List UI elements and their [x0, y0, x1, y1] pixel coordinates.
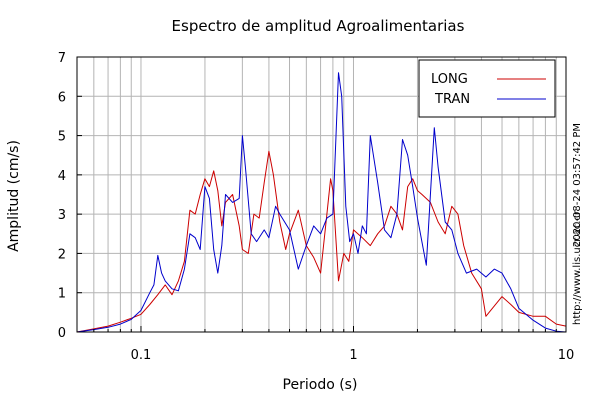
y-tick-label: 3 — [58, 208, 66, 223]
y-tick-label: 7 — [58, 51, 66, 66]
y-tick-label: 0 — [58, 326, 66, 341]
legend: LONG TRAN — [418, 59, 556, 118]
series-line-tran — [76, 72, 567, 333]
series-line-long — [76, 150, 567, 333]
y-tick-label: 6 — [58, 90, 66, 105]
timestamp-annotation: 2020-08-24 03:57:42 PM — [572, 123, 583, 247]
grid — [76, 56, 566, 333]
legend-box — [418, 59, 556, 118]
y-tick-label: 2 — [58, 247, 66, 262]
y-axis-label: Amplitud (cm/s) — [6, 140, 22, 252]
series-layer — [76, 72, 567, 333]
x-tick-label: 10 — [558, 348, 575, 363]
x-tick-labels: 0.1 1 10 — [131, 348, 575, 363]
axis-ticks — [76, 56, 557, 333]
x-tick-label: 1 — [349, 348, 357, 363]
url-annotation: http://www.lis.ucr.ac.cr — [572, 210, 583, 325]
y-tick-label: 5 — [58, 130, 66, 145]
legend-label-tran: TRAN — [434, 92, 470, 107]
x-tick-label: 0.1 — [131, 348, 152, 363]
x-axis-label: Periodo (s) — [283, 377, 358, 393]
y-tick-label: 1 — [58, 287, 66, 302]
chart-title: Espectro de amplitud Agroalimentarias — [172, 17, 465, 35]
y-tick-labels: 0 1 2 3 4 5 6 7 — [58, 51, 66, 341]
plot-frame — [76, 56, 567, 333]
legend-label-long: LONG — [431, 72, 468, 87]
y-tick-label: 4 — [58, 169, 66, 184]
